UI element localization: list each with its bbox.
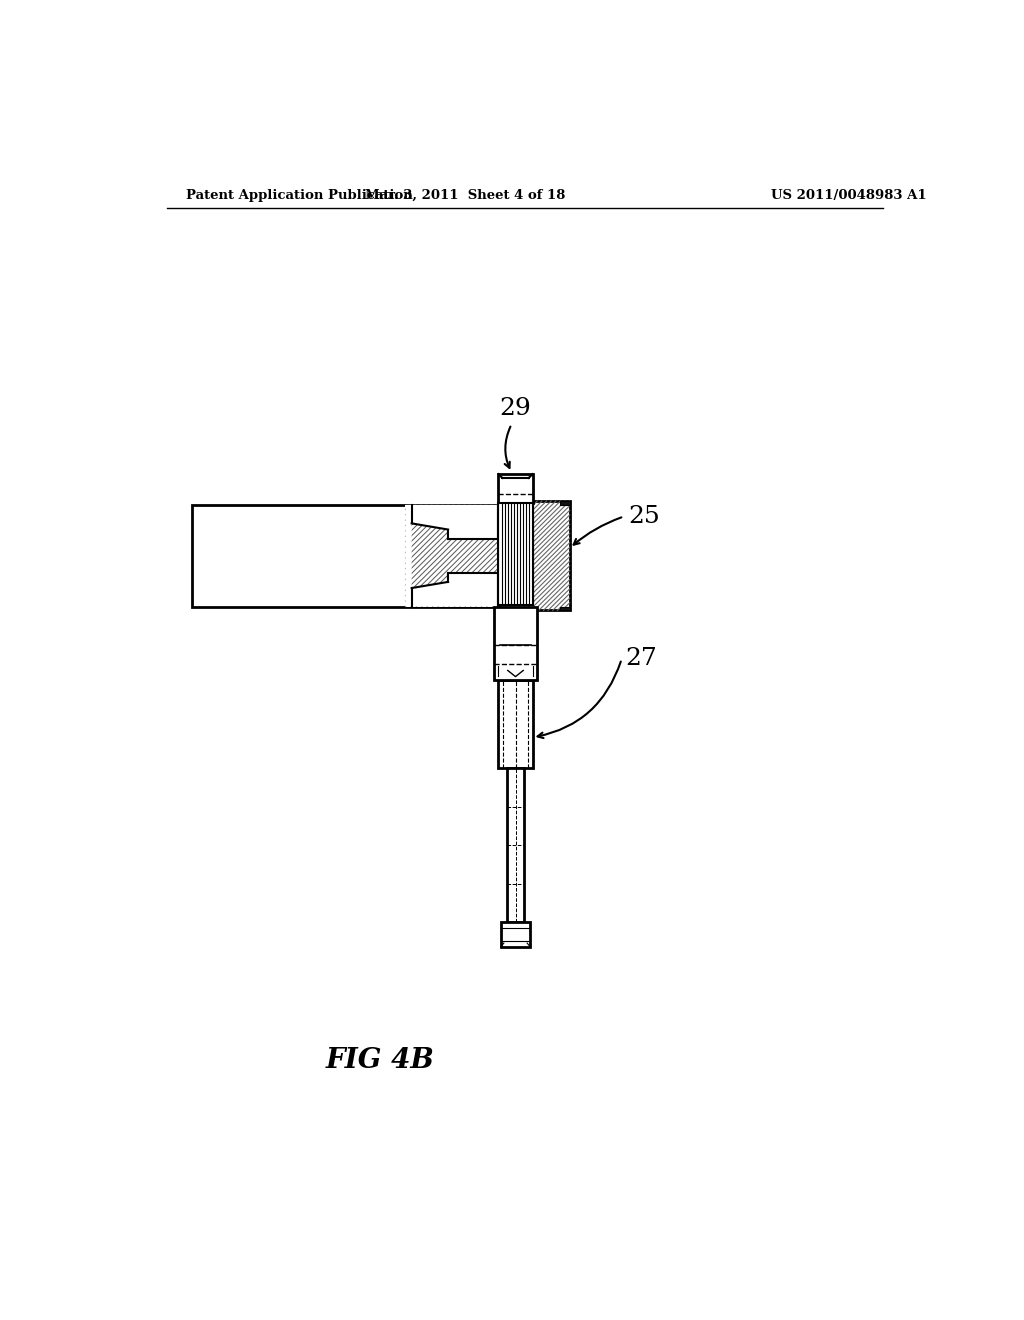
Text: Mar. 3, 2011  Sheet 4 of 18: Mar. 3, 2011 Sheet 4 of 18 — [365, 189, 565, 202]
Bar — [191, 506, 500, 607]
Bar — [494, 607, 538, 680]
Bar — [507, 768, 524, 923]
Bar — [500, 502, 509, 506]
Bar — [560, 607, 569, 610]
Text: Patent Application Publication: Patent Application Publication — [186, 189, 413, 202]
Bar — [560, 502, 569, 506]
Bar — [499, 503, 532, 605]
Bar — [500, 502, 569, 610]
Bar — [499, 474, 532, 503]
Polygon shape — [406, 506, 499, 607]
Bar — [406, 506, 499, 607]
Bar — [500, 607, 509, 610]
Text: 25: 25 — [628, 506, 659, 528]
Bar — [501, 923, 530, 946]
Text: 27: 27 — [626, 647, 657, 671]
Text: 29: 29 — [500, 397, 531, 420]
Text: FIG 4B: FIG 4B — [326, 1047, 434, 1074]
Text: US 2011/0048983 A1: US 2011/0048983 A1 — [771, 189, 927, 202]
Bar — [499, 680, 532, 768]
